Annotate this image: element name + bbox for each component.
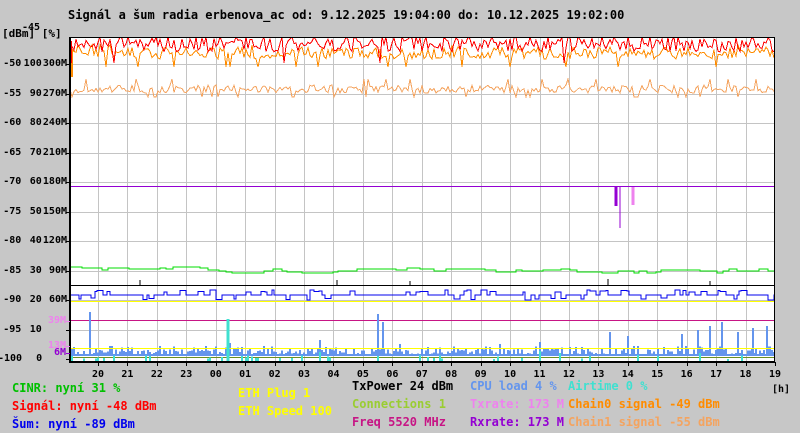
y-axis-label-row: -60 80 240M xyxy=(3,117,67,128)
x-axis-label: 07 xyxy=(415,369,428,380)
legend-item: Rxrate: 173 M xyxy=(470,415,564,429)
legend-item: TxPower 24 dBm xyxy=(352,379,454,393)
legend-column: TxPower 24 dBm Connections 1 Freq 5520 MHz xyxy=(352,377,453,431)
legend-column: ETH Plug 1 ETH Speed 100 xyxy=(238,384,332,420)
plot-border xyxy=(70,37,775,362)
legend-item: CPU load 4 % xyxy=(470,379,557,393)
y-axis-label-row: -55 90 270M xyxy=(3,87,67,99)
x-axis-label: 19 xyxy=(768,369,782,380)
legend-item: Šum: nyní -89 dBm xyxy=(12,417,135,431)
x-axis-label: 00 xyxy=(209,369,222,380)
legend-item: Chain1 signal -55 dBm xyxy=(568,415,720,429)
legend-item: Airtime 0 % xyxy=(568,379,648,393)
series-chain1 xyxy=(70,77,775,99)
x-axis-label: 06 xyxy=(386,369,399,380)
x-axis-label: 11 xyxy=(533,369,546,380)
rate-label-6m: 6M xyxy=(53,347,66,359)
x-axis-label: 15 xyxy=(651,369,664,380)
x-axis-label: 08 xyxy=(445,369,458,380)
x-axis-unit-label: [h] xyxy=(771,384,790,395)
x-axis-label: 02 xyxy=(268,369,281,380)
x-axis-label: 13 xyxy=(592,369,605,380)
x-axis-label: 18 xyxy=(739,369,752,380)
series-cinr xyxy=(70,266,775,274)
rate-label-39m: 39M xyxy=(47,314,66,326)
x-axis-label: 05 xyxy=(356,369,369,380)
legend-item: Connections 1 xyxy=(352,397,446,411)
x-axis-label: 03 xyxy=(298,369,311,380)
legend-column: CPU load 4 % Txrate: 173 M Rxrate: 173 M xyxy=(470,377,564,431)
x-axis-label: 14 xyxy=(621,369,634,380)
x-axis-label: 16 xyxy=(680,369,693,380)
y-axis-label-row: -95 10 xyxy=(3,323,42,335)
legend-item: Txrate: 173 M xyxy=(470,397,564,411)
legend-item: CINR: nyní 31 % xyxy=(12,381,121,395)
y-axis-label-row: -90 20 60M xyxy=(3,294,67,305)
legend-item: Freq 5520 MHz xyxy=(352,415,446,429)
y-axis-label-row: -80 40 120M xyxy=(3,235,67,246)
plot-area xyxy=(70,37,775,362)
series-airtime xyxy=(71,319,743,361)
y-axis-label-row: -65 70 210M xyxy=(3,146,67,158)
x-axis-label: 20 xyxy=(91,369,105,380)
series-txpower xyxy=(70,279,775,286)
x-axis-label: 04 xyxy=(327,369,340,380)
y-axis-label-row: -100 0 xyxy=(0,353,43,364)
legend-item: ETH Speed 100 xyxy=(238,404,332,418)
x-axis-label: 09 xyxy=(474,369,487,380)
legend-item: ETH Plug 1 xyxy=(238,386,311,400)
legend-item: Signál: nyní -48 dBm xyxy=(12,399,157,413)
x-axis-label: 17 xyxy=(710,369,723,380)
rate-label-13m: 13M xyxy=(47,340,66,352)
series-cpu xyxy=(70,312,775,356)
y-axis-label-row: -75 50 150M xyxy=(3,205,67,217)
y-axis-label-row: -70 60 180M xyxy=(3,176,67,187)
y-axis-top-label: -45 xyxy=(21,22,40,33)
x-axis-label: 21 xyxy=(121,369,134,380)
y-axis-label-row: -85 30 90M xyxy=(3,264,67,276)
y-axis-label-row: -50 100 300M xyxy=(3,58,67,69)
x-axis-label: 23 xyxy=(180,369,193,380)
x-axis-label: 01 xyxy=(239,369,252,380)
x-axis-label: 10 xyxy=(504,369,517,380)
page-title: Signál a šum radia erbenova_ac od: 9.12.… xyxy=(68,8,625,22)
legend-column: Airtime 0 % Chain0 signal -49 dBm Chain1 s… xyxy=(568,377,720,431)
series-rxrate xyxy=(70,186,775,228)
legend-column: CINR: nyní 31 % Signál: nyní -48 dBm Šum: … xyxy=(12,379,157,433)
legend-item: Chain0 signal -49 dBm xyxy=(568,397,720,411)
y-axis-unit-label: [dBm] [%] xyxy=(2,27,62,40)
x-axis-label: 12 xyxy=(562,369,575,380)
series-noise xyxy=(70,289,775,301)
x-axis-label: 22 xyxy=(150,369,163,380)
